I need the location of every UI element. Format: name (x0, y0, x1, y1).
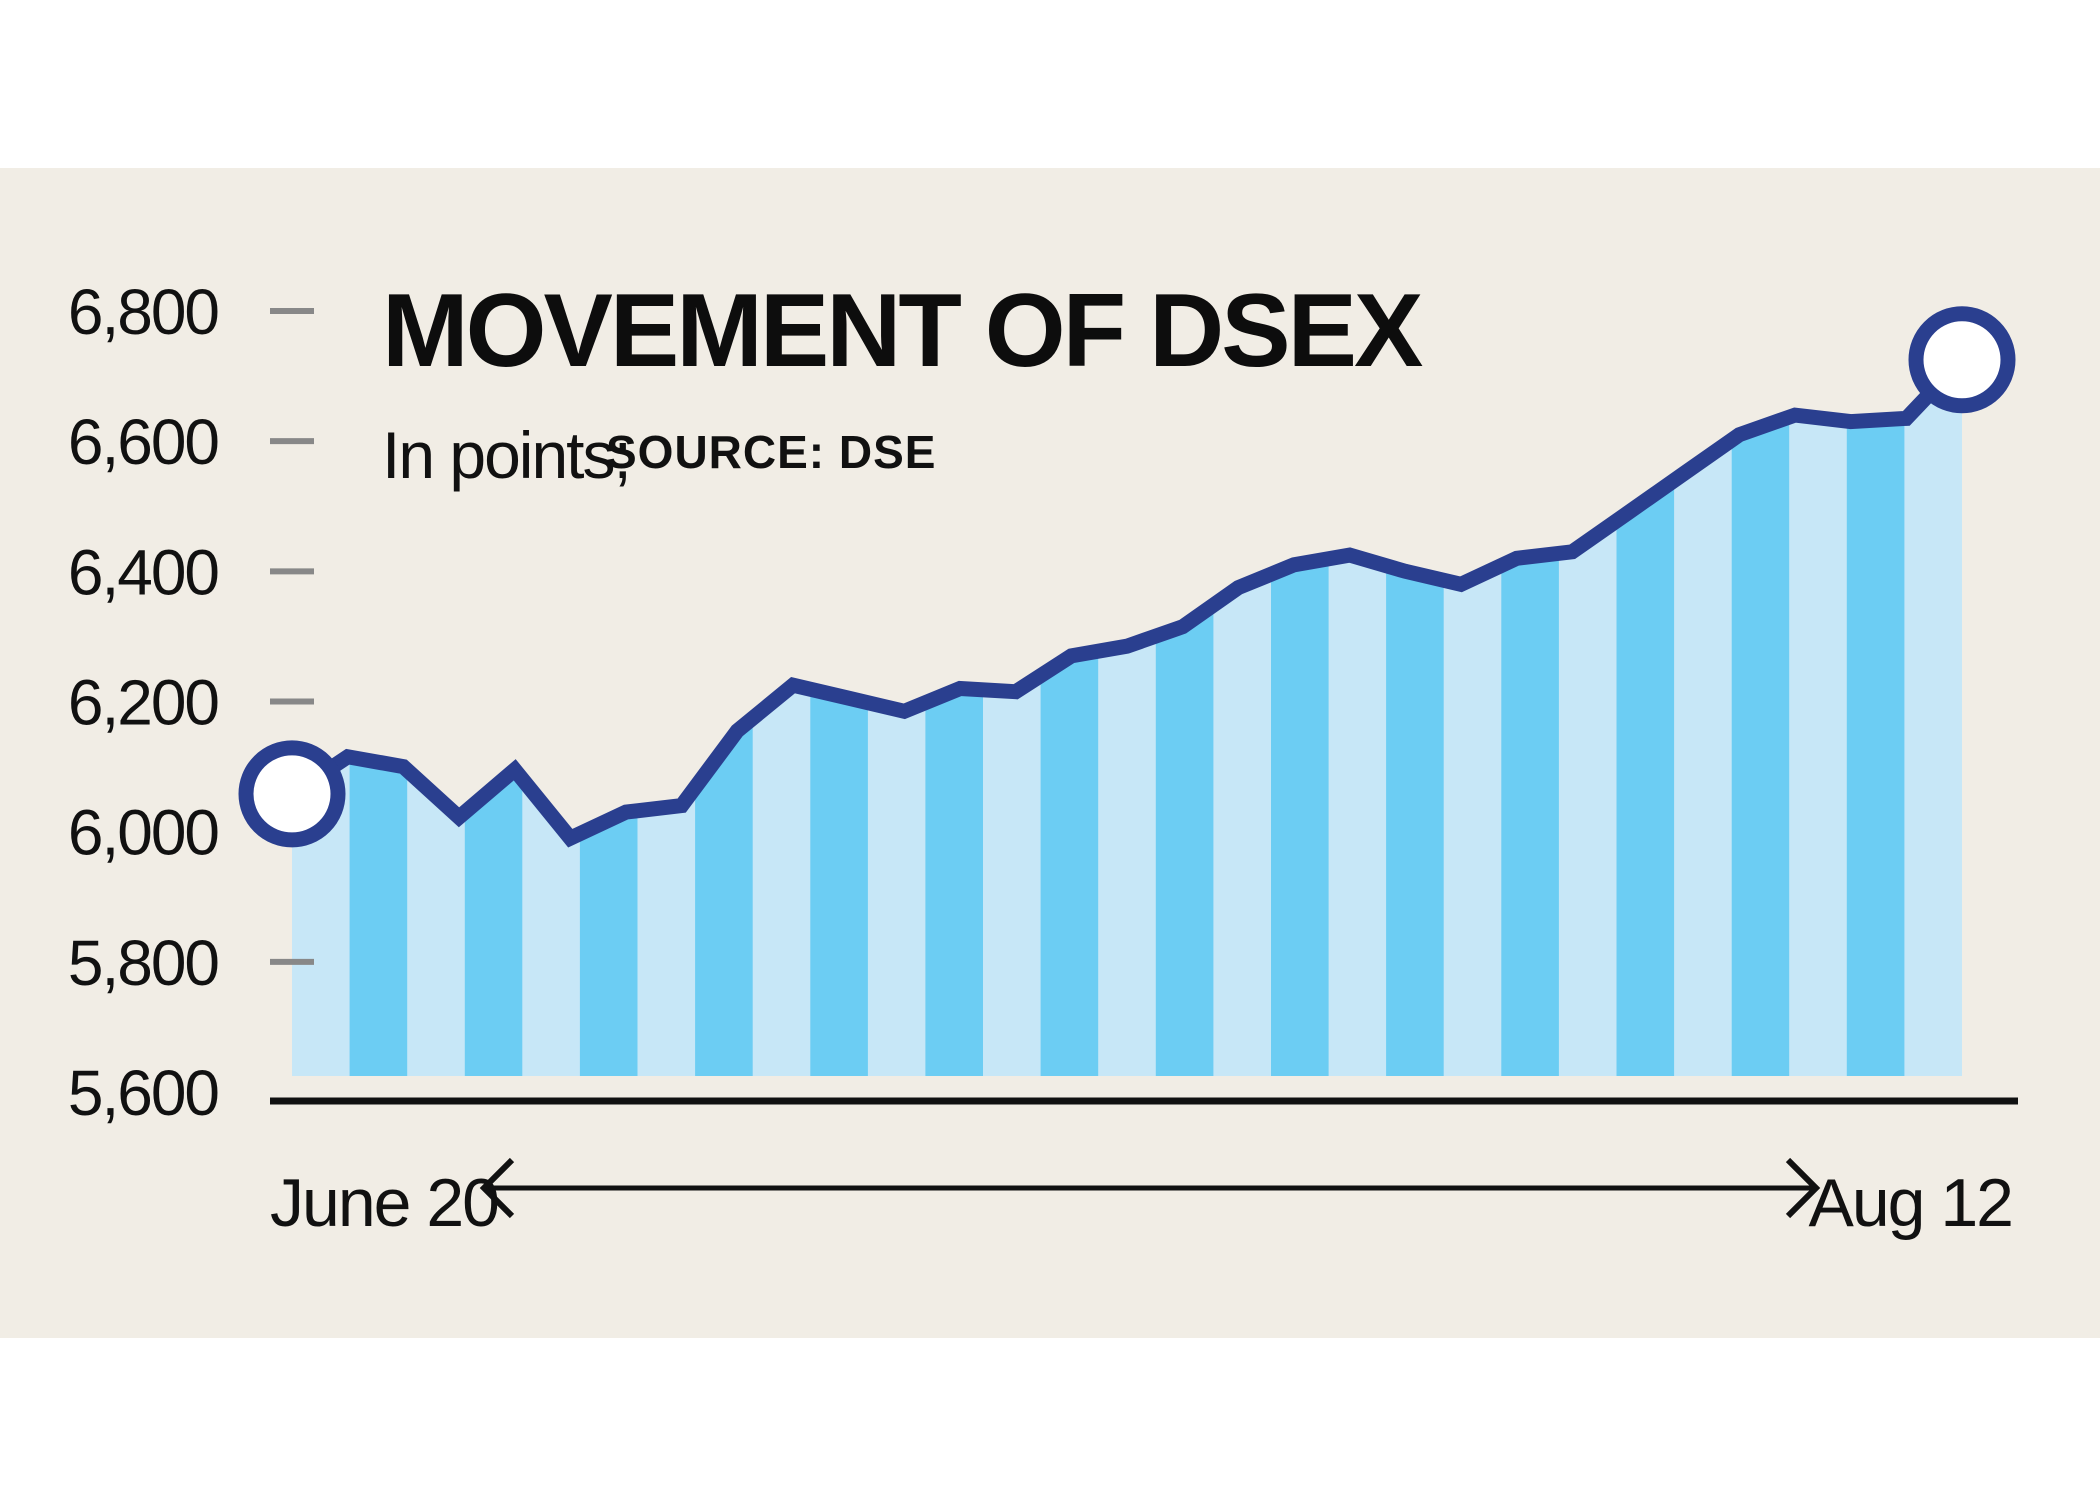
chart: 6,800 6,600 6,400 6,200 6,000 5,800 5,600 MOVE… (68, 273, 2018, 1241)
y-tick-label: 6,600 (68, 406, 219, 478)
y-tick-label: 6,800 (68, 276, 219, 348)
area-stripe (1558, 359, 1618, 1076)
date-range-arrow (479, 1157, 1821, 1219)
series-line (287, 354, 1968, 848)
y-axis: 6,800 6,600 6,400 6,200 6,000 5,800 5,600 (68, 276, 314, 1129)
chart-panel: 6,800 6,600 6,400 6,200 6,000 5,800 5,600 MOVE… (0, 168, 2100, 1338)
y-tick-label: 6,400 (68, 536, 219, 608)
area-stripe (1789, 359, 1848, 1076)
x-start-label: June 20 (270, 1165, 498, 1241)
area-stripe (1731, 359, 1790, 1076)
area-stripe (1846, 359, 1905, 1076)
area-stripe (1674, 359, 1733, 1076)
y-tick-label: 6,200 (68, 667, 219, 739)
chart-source: SOURCE: DSE (606, 426, 936, 478)
start-point-marker (238, 740, 346, 848)
area-stripe (1904, 359, 1962, 1076)
area-stripe (1616, 359, 1675, 1076)
area-stripe (1443, 359, 1502, 1076)
end-point-marker (1908, 306, 2016, 414)
x-end-label: Aug 12 (1808, 1165, 2012, 1241)
y-tick-label: 6,000 (68, 797, 219, 869)
y-tick-label: 5,600 (68, 1057, 219, 1129)
area-stripe (1501, 359, 1560, 1076)
chart-subtitle: In points; (382, 418, 630, 492)
chart-title: MOVEMENT OF DSEX (382, 273, 1423, 389)
area-stripe (292, 359, 351, 1076)
endpoint-markers (238, 306, 2016, 848)
dsex-line (287, 354, 1968, 848)
y-tick-label: 5,800 (68, 927, 219, 999)
